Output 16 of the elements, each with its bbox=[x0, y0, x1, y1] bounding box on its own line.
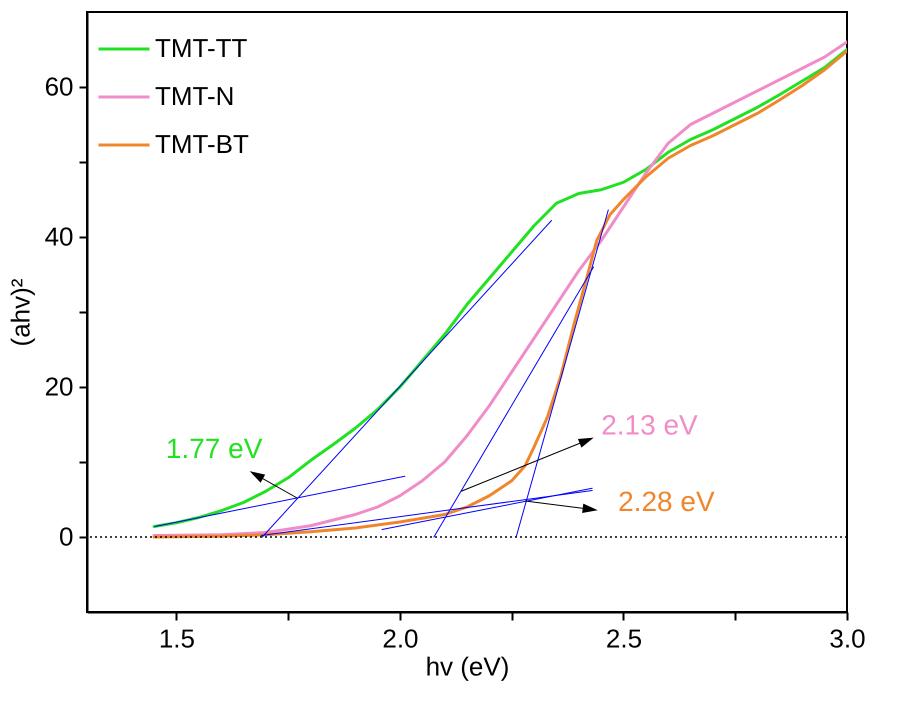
legend-label: TMT-BT bbox=[155, 129, 249, 159]
legend-label: TMT-TT bbox=[155, 33, 248, 63]
x-tick-label: 3.0 bbox=[829, 624, 866, 654]
x-tick-label: 1.5 bbox=[158, 624, 195, 654]
x-axis-title: hv (eV) bbox=[426, 652, 510, 682]
x-tick-label: 2.0 bbox=[382, 624, 419, 654]
legend-label: TMT-N bbox=[155, 81, 234, 111]
y-axis-title: (ahv)² bbox=[6, 278, 36, 346]
y-tick-label: 60 bbox=[44, 72, 74, 102]
y-tick-label: 20 bbox=[44, 372, 74, 402]
annotation: 2.28 eV bbox=[618, 486, 715, 517]
annotation: 1.77 eV bbox=[166, 433, 263, 464]
x-tick-label: 2.5 bbox=[606, 624, 642, 654]
y-tick-label: 40 bbox=[44, 222, 74, 252]
annotation: 2.13 eV bbox=[601, 409, 698, 440]
y-tick-label: 0 bbox=[59, 522, 74, 552]
